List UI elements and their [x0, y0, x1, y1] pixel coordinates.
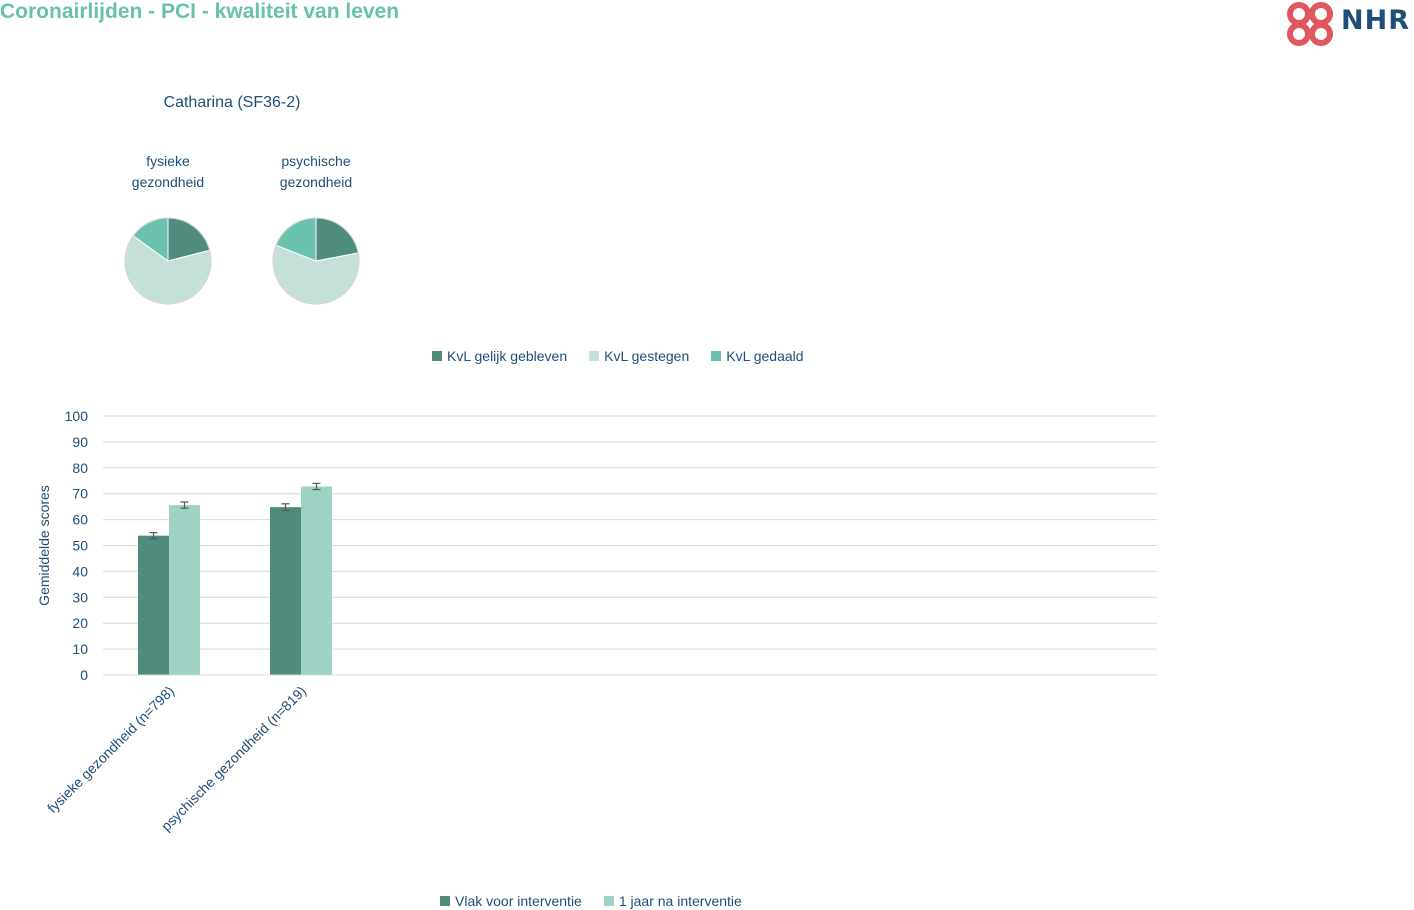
y-axis-label: Gemiddelde scores: [36, 485, 52, 606]
y-tick-label: 10: [72, 641, 88, 657]
legend-item-gedaald: KvL gedaald: [711, 348, 804, 364]
legend-swatch: [603, 896, 614, 906]
legend-item-gelijk: KvL gelijk gebleven: [432, 348, 567, 364]
legend-swatch: [432, 351, 442, 361]
bar-chart: 0 10 20 30 40 50 60 70 80 90 100 Gemiddelde scores f…: [36, 408, 1157, 834]
y-tick-label: 40: [72, 563, 88, 579]
pie-label-line: gezondheid: [131, 174, 205, 190]
legend-label: Vlak voor interventie: [455, 893, 582, 909]
x-tick-label: psychische gezondheid (n=819): [158, 683, 309, 834]
bar: [138, 535, 169, 675]
logo-heart-icon: [1287, 2, 1333, 46]
page-title: Coronairlijden - PCI - kwaliteit van lev…: [0, 0, 400, 23]
y-tick-label: 50: [72, 538, 88, 554]
pie-label-line: psychische: [281, 153, 351, 169]
x-tick-label: fysieke gezondheid (n=798): [44, 683, 177, 816]
pie-chart-psychische: [272, 217, 360, 305]
logo-text: NHR: [1341, 5, 1410, 36]
pie-label-line: fysieke: [146, 153, 190, 169]
error-bar: [281, 503, 290, 512]
legend-item-na: 1 jaar na interventie: [603, 893, 742, 909]
legend-label: KvL gestegen: [604, 348, 690, 364]
pie-outline: [272, 217, 360, 305]
error-bar: [149, 531, 158, 540]
legend-item-voor: Vlak voor interventie: [440, 893, 582, 909]
y-tick-label: 100: [65, 408, 89, 424]
legend-swatch: [440, 896, 450, 906]
pie-chart-fysieke: [124, 217, 212, 305]
bar: [169, 505, 200, 675]
pie-label-line: gezondheid: [279, 174, 353, 190]
y-tick-label: 30: [72, 589, 88, 605]
y-tick-label: 90: [72, 434, 88, 450]
bar-legend: Vlak voor interventie 1 jaar na interven…: [440, 893, 764, 909]
y-tick-label: 20: [72, 615, 88, 631]
pie-label-psychische: psychische gezondheid: [256, 151, 376, 193]
legend-swatch: [589, 351, 600, 361]
legend-item-gestegen: KvL gestegen: [589, 348, 689, 364]
y-tick-label: 70: [72, 486, 88, 502]
pie-label-fysieke: fysieke gezondheid: [108, 151, 228, 193]
bar: [270, 507, 301, 675]
legend-swatch: [711, 351, 722, 361]
pie-outline: [124, 217, 212, 305]
y-tick-label: 60: [72, 512, 88, 528]
y-tick-label: 80: [72, 460, 88, 476]
nhr-logo: NHR: [1284, 0, 1414, 48]
legend-label: 1 jaar na interventie: [618, 893, 742, 909]
pie-legend: KvL gelijk gebleven KvL gestegen KvL ged…: [432, 348, 826, 364]
pie-chart-title: Catharina (SF36-2): [163, 94, 301, 111]
legend-label: KvL gedaald: [726, 348, 804, 364]
y-tick-label: 0: [80, 667, 88, 683]
error-bar: [312, 482, 321, 491]
bar: [301, 486, 332, 675]
error-bar: [180, 501, 189, 509]
legend-label: KvL gelijk gebleven: [447, 348, 568, 364]
